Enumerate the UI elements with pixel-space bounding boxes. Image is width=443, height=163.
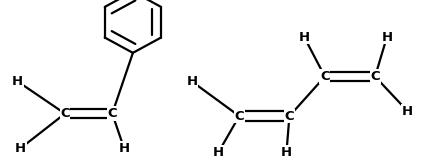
Text: H: H [213,146,224,159]
Text: H: H [187,75,198,88]
Text: H: H [381,30,392,44]
Text: H: H [281,146,292,159]
Text: C: C [370,70,380,83]
Text: C: C [107,107,117,120]
Text: H: H [299,30,310,44]
Text: C: C [234,110,244,123]
Text: H: H [118,142,130,155]
Text: H: H [15,142,26,155]
Text: H: H [12,75,23,88]
Text: C: C [320,70,330,83]
Text: C: C [60,107,70,120]
Text: C: C [284,110,294,123]
Text: H: H [402,105,413,118]
